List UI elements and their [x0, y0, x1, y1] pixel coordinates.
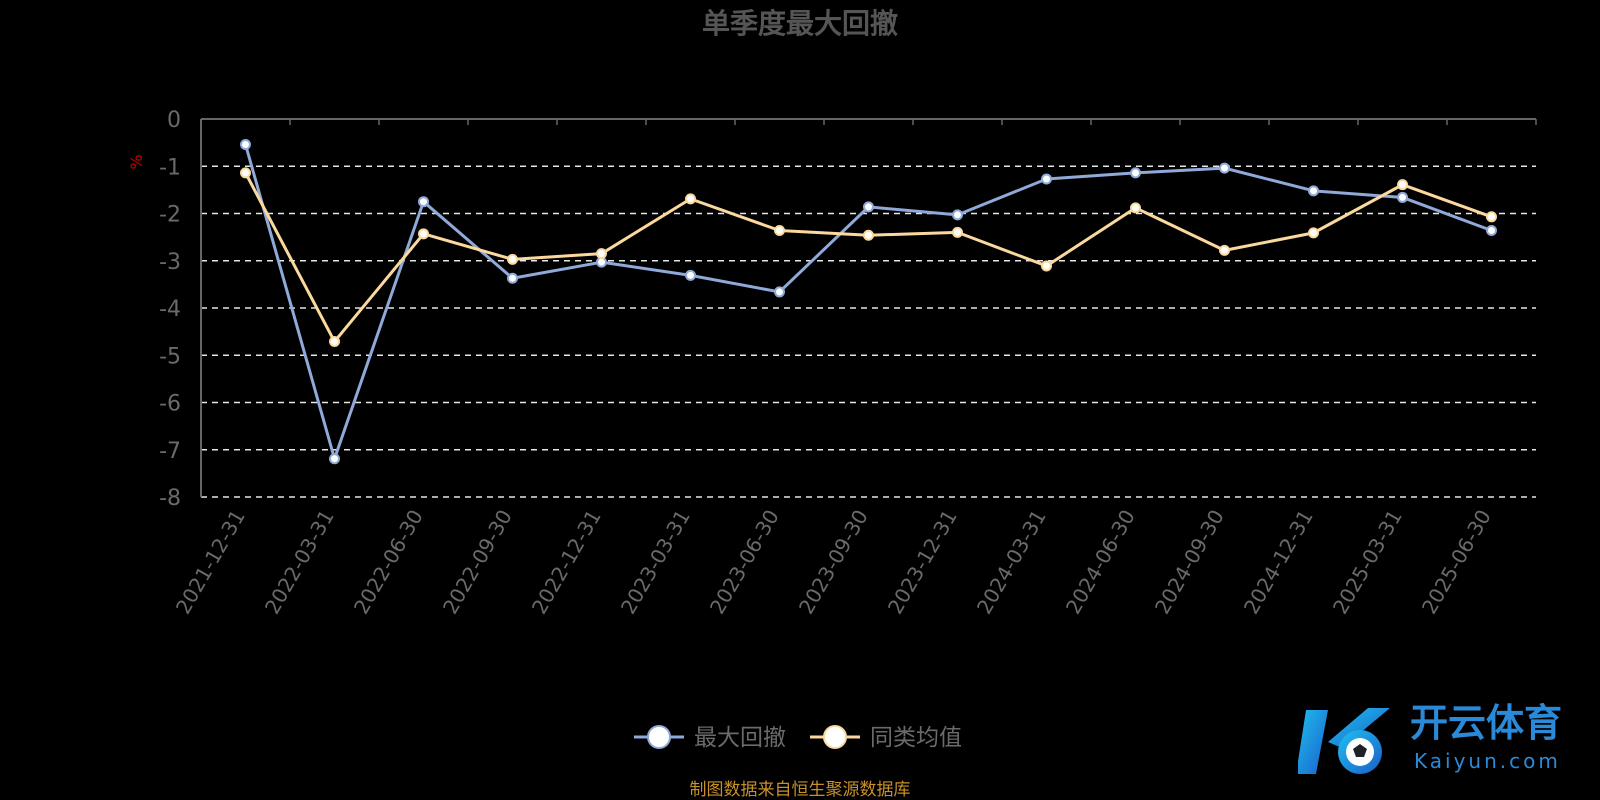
data-point[interactable] [1486, 211, 1497, 223]
data-point[interactable] [1308, 185, 1319, 197]
data-point[interactable] [329, 453, 340, 465]
data-point[interactable] [774, 225, 785, 237]
y-tick-label: -4 [159, 297, 181, 322]
x-tick-label: 2024-03-31 [972, 506, 1051, 619]
data-point[interactable] [1397, 191, 1408, 203]
x-tick-label: 2024-09-30 [1150, 506, 1229, 619]
legend-item-1[interactable]: 同类均值 [810, 725, 962, 751]
watermark-en: Kaiyun.com [1414, 749, 1561, 773]
x-tick-label: 2022-03-31 [260, 506, 339, 619]
data-point[interactable] [1041, 173, 1052, 185]
data-point[interactable] [1219, 244, 1230, 256]
x-tick-label: 2022-06-30 [349, 506, 428, 619]
source-note: 制图数据来自恒生聚源数据库 [690, 780, 911, 800]
watermark-logo: 开云体育 Kaiyun.com [1298, 701, 1562, 774]
legend-marker-icon [647, 725, 671, 749]
y-tick-label: -3 [159, 250, 181, 275]
data-point[interactable] [596, 248, 607, 260]
x-tick-label: 2023-12-31 [883, 506, 962, 619]
data-point[interactable] [863, 201, 874, 213]
y-tick-label: -6 [159, 392, 181, 417]
data-point[interactable] [774, 286, 785, 298]
x-tick-label: 2023-03-31 [616, 506, 695, 619]
data-point[interactable] [685, 193, 696, 205]
watermark-cn: 开云体育 [1410, 701, 1562, 745]
legend-label: 同类均值 [870, 725, 962, 751]
x-tick-label: 2024-12-31 [1239, 506, 1318, 619]
legend-marker-icon [823, 725, 847, 749]
data-point[interactable] [329, 336, 340, 348]
data-point[interactable] [240, 139, 251, 151]
y-tick-labels: 0 -1 -2 -3 -4 -5 -6 -7 -8 [159, 108, 181, 511]
legend[interactable]: 最大回撤 同类均值 [634, 725, 962, 751]
data-point[interactable] [1130, 202, 1141, 214]
x-tick-label: 2022-09-30 [438, 506, 517, 619]
y-tick-label: -8 [159, 486, 181, 511]
data-point[interactable] [952, 209, 963, 221]
data-point[interactable] [507, 272, 518, 284]
series-lines [240, 139, 1497, 465]
data-point[interactable] [1130, 167, 1141, 179]
x-tick-label: 2023-06-30 [705, 506, 784, 619]
data-point[interactable] [418, 228, 429, 240]
x-tick-label: 2022-12-31 [527, 506, 606, 619]
y-tick-label: -7 [159, 439, 181, 464]
axes [200, 118, 1537, 497]
data-point[interactable] [507, 253, 518, 265]
data-point[interactable] [685, 269, 696, 281]
y-axis-label: % [127, 154, 146, 169]
k-logo-icon [1298, 708, 1390, 774]
grid-lines [201, 165, 1536, 498]
x-tick-label: 2023-09-30 [794, 506, 873, 619]
series-line-1 [244, 172, 1493, 344]
legend-item-0[interactable]: 最大回撤 [634, 725, 786, 751]
y-tick-label: -2 [159, 203, 181, 228]
legend-label: 最大回撤 [694, 725, 786, 751]
x-tick-label: 2021-12-31 [171, 506, 250, 619]
y-tick-label: -5 [159, 344, 181, 369]
data-point[interactable] [1397, 179, 1408, 191]
y-tick-label: -1 [159, 155, 181, 180]
data-point[interactable] [240, 167, 251, 179]
data-point[interactable] [952, 226, 963, 238]
data-point[interactable] [1041, 260, 1052, 272]
series-line-0 [244, 144, 1493, 461]
data-point[interactable] [863, 229, 874, 241]
data-point[interactable] [1486, 225, 1497, 237]
x-tick-label: 2025-03-31 [1328, 506, 1407, 619]
x-tick-label: 2025-06-30 [1417, 506, 1496, 619]
data-point[interactable] [1219, 162, 1230, 174]
x-tick-labels: 2021-12-31 2022-03-31 2022-06-30 2022-09-30… [171, 506, 1496, 619]
x-tick-label: 2024-06-30 [1061, 506, 1140, 619]
data-point[interactable] [1308, 227, 1319, 239]
y-tick-label: 0 [167, 108, 181, 133]
chart-title: 单季度最大回撤 [702, 7, 898, 40]
data-point[interactable] [418, 196, 429, 208]
